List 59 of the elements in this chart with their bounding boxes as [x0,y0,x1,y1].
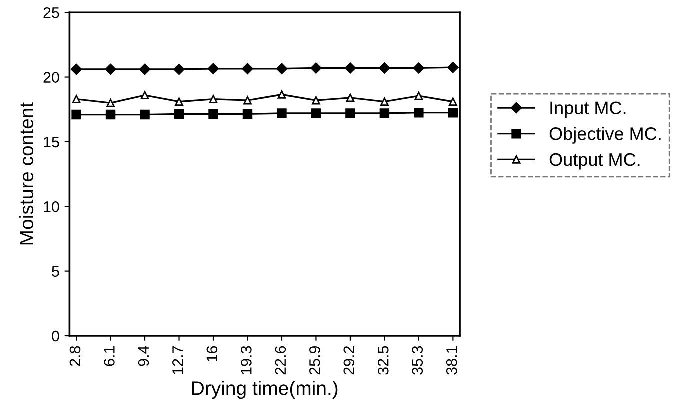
point [276,63,288,74]
y-tick-label: 15 [44,136,60,148]
x-axis-title: Drying time(min.) [192,381,338,400]
legend-label: Input MC. [550,102,626,118]
x-tick-label: 2.8 [70,346,81,366]
x-tick-label: 22.6 [275,346,286,375]
x-tick-label: 32.5 [378,346,389,375]
y-tick-label: 10 [44,202,60,212]
point [379,62,390,74]
point [174,64,185,76]
point [72,110,82,120]
point [380,98,389,106]
y-tick-label: 0 [52,330,60,342]
x-tick-label: 19.3 [241,346,252,374]
point [242,63,254,74]
x-tick-label: 38.1 [446,346,458,375]
y-tick-label: 5 [52,266,60,278]
point [106,98,115,108]
x-tick-label: 9.4 [138,346,150,366]
point [105,64,116,76]
y-tick-label: 20 [44,72,60,83]
point [344,62,356,74]
point [413,62,425,74]
point [448,62,459,74]
point [208,109,218,120]
x-tick-label: 16 [206,346,218,362]
x-tick-label: 29.2 [344,346,355,375]
point [242,109,253,120]
point [312,96,320,105]
point [449,98,458,106]
point [174,109,184,120]
x-tick-label: 12.7 [172,346,184,374]
point [209,95,218,104]
point [140,110,150,120]
point [106,110,116,120]
point [208,63,220,74]
point [448,108,458,118]
y-axis-title: Moisture content [19,102,34,245]
point [310,62,322,74]
point [414,108,424,118]
point [175,98,184,106]
legend-label: Objective MC. [550,127,661,144]
x-tick-label: 6.1 [104,346,115,366]
point [311,108,322,118]
point [139,64,151,76]
point [346,108,356,118]
point [140,91,150,100]
point [70,64,82,76]
point [414,92,424,100]
point [72,95,81,104]
x-tick-label: 35.3 [412,346,424,375]
point [380,108,390,118]
x-tick-label: 25.9 [310,346,320,375]
y-tick-label: 25 [44,7,60,18]
point [346,94,355,102]
point [244,96,252,105]
point [277,108,287,118]
legend-label: Output MC. [550,153,640,170]
point [278,90,286,99]
